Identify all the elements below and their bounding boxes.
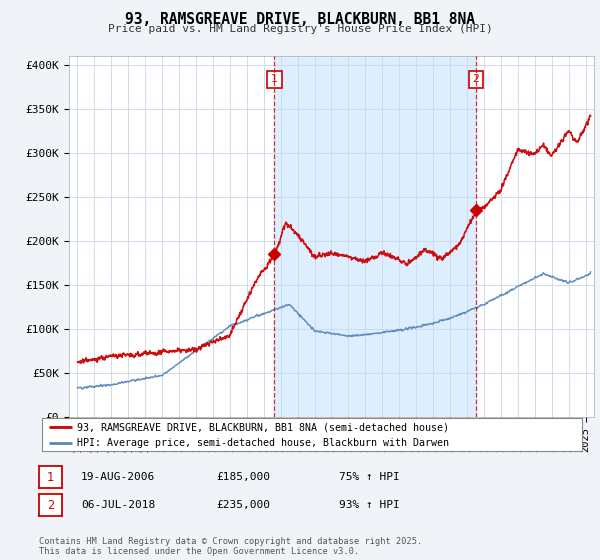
Text: 19-AUG-2006: 19-AUG-2006 [81, 472, 155, 482]
Text: 93% ↑ HPI: 93% ↑ HPI [339, 500, 400, 510]
Text: 2: 2 [472, 74, 479, 85]
Text: £235,000: £235,000 [216, 500, 270, 510]
Text: 2: 2 [47, 498, 54, 512]
Text: 93, RAMSGREAVE DRIVE, BLACKBURN, BB1 8NA: 93, RAMSGREAVE DRIVE, BLACKBURN, BB1 8NA [125, 12, 475, 27]
Text: 1: 1 [271, 74, 278, 85]
Text: 93, RAMSGREAVE DRIVE, BLACKBURN, BB1 8NA (semi-detached house): 93, RAMSGREAVE DRIVE, BLACKBURN, BB1 8NA… [77, 422, 449, 432]
Text: 1: 1 [47, 470, 54, 484]
Text: 75% ↑ HPI: 75% ↑ HPI [339, 472, 400, 482]
Text: £185,000: £185,000 [216, 472, 270, 482]
Text: 06-JUL-2018: 06-JUL-2018 [81, 500, 155, 510]
Text: HPI: Average price, semi-detached house, Blackburn with Darwen: HPI: Average price, semi-detached house,… [77, 438, 449, 447]
Text: Contains HM Land Registry data © Crown copyright and database right 2025.
This d: Contains HM Land Registry data © Crown c… [39, 536, 422, 556]
Text: Price paid vs. HM Land Registry's House Price Index (HPI): Price paid vs. HM Land Registry's House … [107, 24, 493, 34]
Bar [274, 56, 476, 417]
